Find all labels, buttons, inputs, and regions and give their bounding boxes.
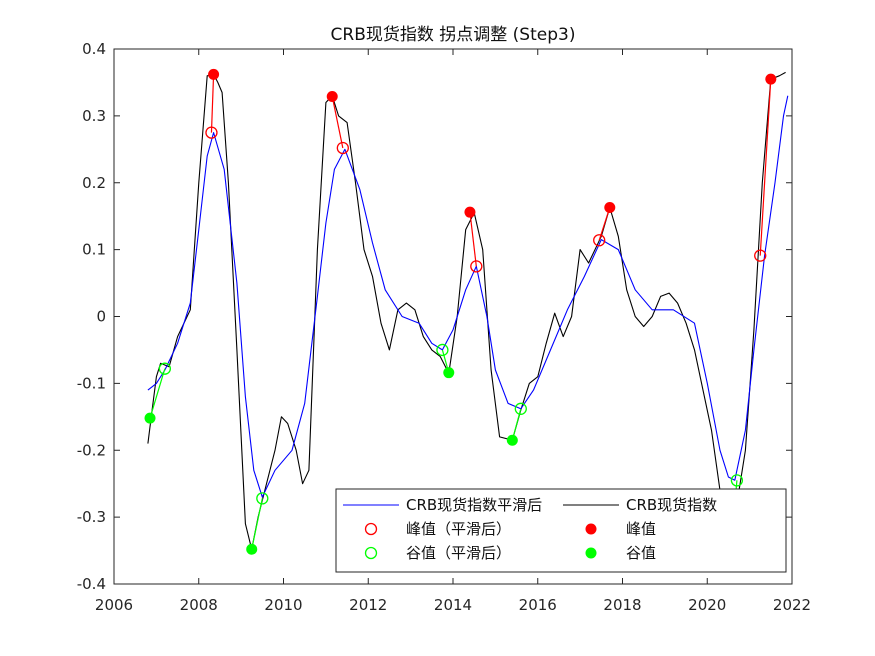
trough-smoothed-marker xyxy=(158,362,172,375)
trough-smoothed-marker xyxy=(730,474,744,487)
y-tick-label: 0.4 xyxy=(82,40,106,58)
y-tick-label: -0.1 xyxy=(77,374,106,392)
peak-marker xyxy=(604,201,616,213)
peak-smoothed-marker xyxy=(593,234,606,247)
y-tick-label: -0.4 xyxy=(77,575,106,593)
x-tick-label: 2006 xyxy=(95,596,133,614)
legend-label: CRB现货指数 xyxy=(626,496,717,514)
peak-smoothed-marker xyxy=(336,141,349,155)
x-tick-label: 2008 xyxy=(180,596,218,614)
y-tick-label: 0.2 xyxy=(82,174,106,192)
series-line-smoothed xyxy=(147,95,789,498)
legend-box xyxy=(335,488,787,573)
legend-label: 谷值（平滑后） xyxy=(406,544,511,562)
x-tick-label: 2010 xyxy=(264,596,302,614)
legend-label: 峰值 xyxy=(626,520,656,538)
trough-marker xyxy=(443,367,455,379)
legend-open-circle-symbol xyxy=(364,522,378,536)
peak-marker xyxy=(765,73,777,85)
x-tick-label: 2020 xyxy=(688,596,726,614)
x-tick-label: 2016 xyxy=(519,596,557,614)
plot-frame xyxy=(113,48,793,585)
y-tick-label: 0 xyxy=(96,308,106,326)
legend-filled-circle-symbol xyxy=(585,523,597,535)
x-tick-label: 2012 xyxy=(349,596,387,614)
legend-label: CRB现货指数平滑后 xyxy=(406,496,542,514)
legend-filled-circle-symbol xyxy=(585,547,597,559)
peak-marker xyxy=(326,90,338,102)
trough-marker xyxy=(144,412,156,424)
legend-label: 峰值（平滑后） xyxy=(406,520,511,538)
y-tick-label: 0.3 xyxy=(82,107,106,125)
legend-open-circle-symbol xyxy=(364,546,378,560)
peak-marker xyxy=(464,206,476,218)
x-tick-label: 2018 xyxy=(603,596,641,614)
trough-marker xyxy=(246,543,258,555)
x-tick-label: 2014 xyxy=(434,596,472,614)
peak-connector xyxy=(210,74,215,133)
peak-marker xyxy=(208,68,220,80)
trough-smoothed-marker xyxy=(256,492,269,505)
x-tick-label: 2022 xyxy=(773,596,811,614)
trough-connector xyxy=(251,498,263,550)
trough-smoothed-marker xyxy=(514,402,527,415)
peak-connector xyxy=(331,96,344,149)
peak-smoothed-marker xyxy=(470,260,483,273)
legend-label: 谷值 xyxy=(626,544,656,562)
peak-connector xyxy=(469,212,477,267)
axes: 2006 2008 2010 2012 2014 2016 2018 2020 2022 -0.4… xyxy=(77,40,811,614)
y-tick-label: -0.2 xyxy=(77,441,106,459)
peak-smoothed-marker xyxy=(205,126,218,139)
trough-smoothed-marker xyxy=(436,343,449,357)
chart-title: CRB现货指数 拐点调整 (Step3) xyxy=(331,25,576,45)
peak-connector xyxy=(759,79,772,256)
trough-connector xyxy=(149,368,166,419)
y-tick-label: 0.1 xyxy=(82,241,106,259)
trough-marker xyxy=(506,434,518,446)
peak-smoothed-marker xyxy=(754,249,767,262)
y-tick-label: -0.3 xyxy=(77,508,106,526)
